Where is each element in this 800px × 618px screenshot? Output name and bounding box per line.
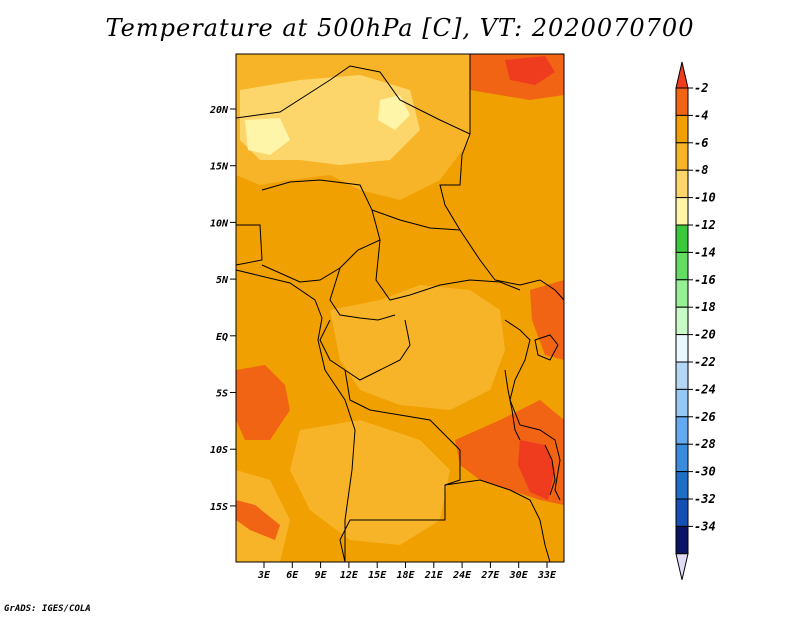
colorbar-label-12: -26 <box>694 410 716 424</box>
field-palest-north2 <box>378 95 410 130</box>
colorbar-box-9 <box>675 334 689 363</box>
colorbar-box-5 <box>675 224 689 253</box>
colorbar: -2 -4 -6 -8 -10 -12 -14 -16 -18 -20 -22 -24 -26 -28 -3… <box>675 61 716 580</box>
latitude-axis: 20N 15N 10N 5N EQ 5S 10S 15S <box>209 105 236 513</box>
border-l <box>339 450 461 562</box>
colorbar-box-11 <box>675 388 689 418</box>
lake-tanganyika <box>504 369 521 441</box>
colorbar-arrow-bottom <box>675 553 689 580</box>
field-palest-north <box>245 118 290 155</box>
colorbar-box-2 <box>675 142 689 171</box>
lon-label-6: 21E <box>424 570 444 581</box>
lat-label-6: 10S <box>210 445 228 456</box>
border-m <box>444 479 551 562</box>
colorbar-label-2: -6 <box>694 136 708 150</box>
colorbar-box-14 <box>675 471 689 500</box>
lon-label-3: 12E <box>340 570 359 581</box>
lon-label-0: 3E <box>257 570 271 581</box>
colorbar-label-14: -30 <box>694 465 716 479</box>
lon-label-9: 30E <box>509 570 529 581</box>
map-frame <box>235 53 565 563</box>
colorbar-label-15: -32 <box>694 492 716 506</box>
longitude-axis: 3E 6E 9E 12E 15E 18E 21E 24E 27E 30E 33E <box>257 562 557 581</box>
border-b <box>439 54 496 281</box>
colorbar-box-0 <box>675 87 689 116</box>
colorbar-label-0: -2 <box>694 81 708 95</box>
border-f <box>375 239 521 301</box>
colorbar-label-6: -14 <box>694 245 716 259</box>
lon-label-5: 18E <box>396 570 415 581</box>
lat-label-0: 20N <box>209 105 229 116</box>
border-j <box>344 319 411 381</box>
temperature-field <box>236 54 564 562</box>
lon-label-1: 6E <box>286 570 299 581</box>
colorbar-label-10: -22 <box>694 355 716 369</box>
lon-label-7: 24E <box>452 570 472 581</box>
border-h <box>329 267 396 321</box>
colorbar-box-7 <box>675 279 689 308</box>
colorbar-box-8 <box>675 306 689 336</box>
colorbar-box-1 <box>675 114 689 144</box>
colorbar-box-12 <box>675 416 689 445</box>
colorbar-box-3 <box>675 169 689 199</box>
border-e <box>371 209 461 231</box>
border-c <box>236 224 263 266</box>
field-warm-southwest <box>236 500 280 540</box>
colorbar-arrow-top <box>675 61 689 89</box>
lat-label-7: 15S <box>210 502 228 513</box>
colorbar-box-15 <box>675 498 689 527</box>
lake-malawi <box>544 444 556 496</box>
footer-credit: GrADS: IGES/COLA <box>4 604 91 614</box>
colorbar-label-11: -24 <box>694 382 716 396</box>
field-light-south <box>290 420 450 545</box>
lat-label-1: 15N <box>210 162 229 173</box>
border-i <box>319 319 461 451</box>
lat-label-4: EQ <box>216 332 228 343</box>
colorbar-box-6 <box>675 251 689 281</box>
lon-label-4: 15E <box>368 570 387 581</box>
colorbar-label-7: -16 <box>694 273 716 287</box>
colorbar-box-10 <box>675 361 689 390</box>
colorbar-box-16 <box>675 525 689 555</box>
border-a <box>236 65 471 135</box>
colorbar-box-13 <box>675 443 689 473</box>
colorbar-box-4 <box>675 197 689 226</box>
field-pale-mid <box>310 118 355 150</box>
colorbar-label-4: -10 <box>694 191 716 205</box>
country-borders <box>236 54 564 562</box>
colorbar-label-9: -20 <box>694 328 716 342</box>
lon-label-2: 9E <box>315 570 328 581</box>
lat-label-3: 5N <box>216 275 229 286</box>
lon-label-10: 33E <box>537 570 557 581</box>
field-light-central <box>330 285 505 410</box>
border-k <box>504 319 561 501</box>
lake-victoria <box>534 334 559 361</box>
colorbar-label-13: -28 <box>694 437 716 451</box>
lon-label-8: 27E <box>480 570 500 581</box>
coastline-west <box>236 269 356 562</box>
field-warm-west <box>236 365 290 440</box>
field-warm-east <box>530 280 564 360</box>
field-hot-northeast <box>505 56 555 85</box>
colorbar-label-3: -8 <box>694 163 708 177</box>
colorbar-label-1: -4 <box>694 108 708 122</box>
field-hot-southeast <box>518 440 555 500</box>
colorbar-label-16: -34 <box>694 519 716 533</box>
map-title: Temperature at 500hPa [C], VT: 202007070… <box>105 14 695 42</box>
colorbar-label-8: -18 <box>694 300 716 314</box>
lat-label-2: 10N <box>210 218 229 229</box>
border-g <box>494 279 564 301</box>
lat-label-5: 5S <box>216 389 228 400</box>
colorbar-label-5: -12 <box>694 218 716 232</box>
